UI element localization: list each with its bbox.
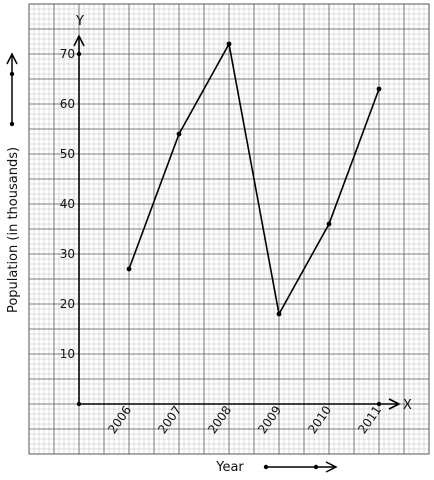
y-tick-label: 60 [60,97,75,111]
y-tick-label: 70 [60,47,75,61]
data-point [376,86,382,92]
data-point [326,221,332,227]
data-points [126,41,382,317]
data-point [226,41,232,47]
y-direction-arrow-icon [6,52,18,127]
x-axis-title: Year [215,460,244,475]
data-point [276,311,282,317]
y-tick-labels: 10 20 30 40 50 60 70 [60,47,75,361]
x-direction-arrow-icon [263,461,338,473]
x-axis: X [76,398,412,413]
y-tick-label: 10 [60,347,75,361]
x-axis-letter: X [403,398,412,413]
y-axis: Y [73,14,85,404]
y-axis-letter: Y [75,14,84,29]
data-point [176,131,182,137]
series-line [128,41,380,317]
y-axis-title: Population (in thousands) [6,147,21,313]
y-tick-label: 30 [60,247,75,261]
y-tick-label: 20 [60,297,75,311]
data-point [126,266,132,272]
major-grid [28,3,430,455]
y-tick-label: 50 [60,147,75,161]
y-tick-label: 40 [60,197,75,211]
